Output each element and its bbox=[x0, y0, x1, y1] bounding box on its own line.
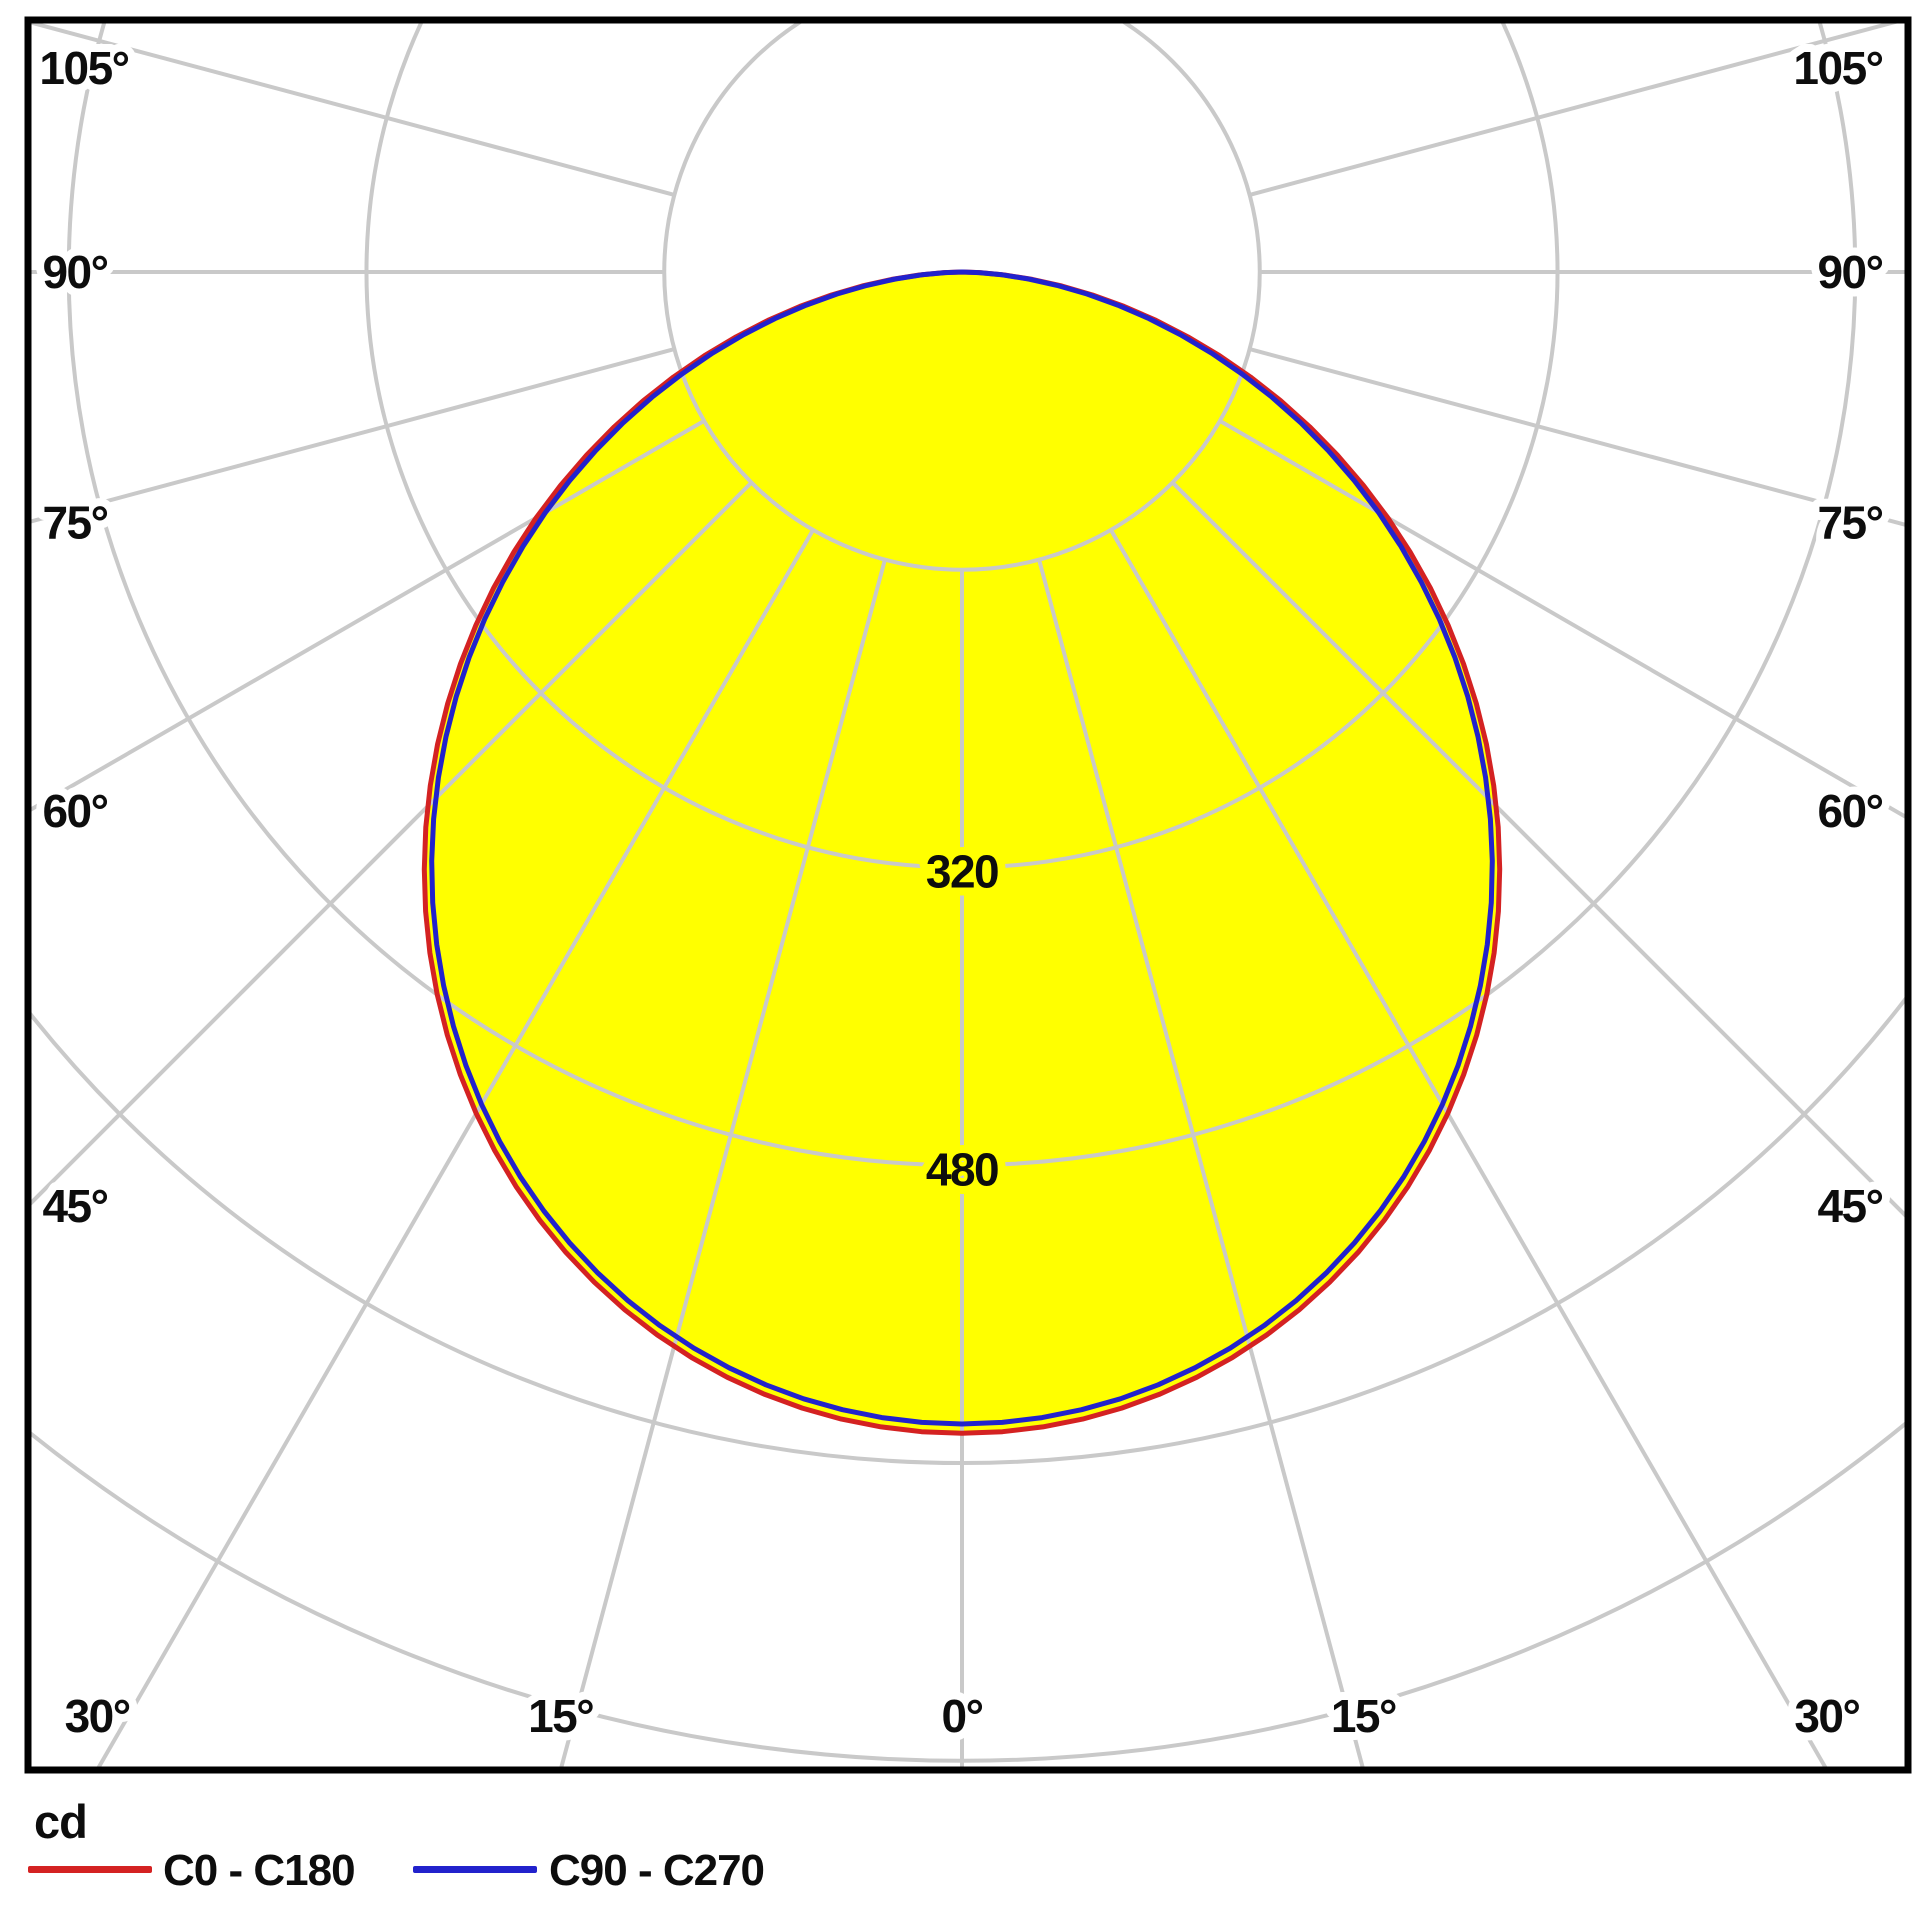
grid-ray-15deg-right bbox=[1037, 559, 1365, 1767]
legend-item-c0-c180: C0 - C180 bbox=[163, 1846, 356, 1895]
grid-ray-30deg-right bbox=[1109, 528, 1828, 1767]
angle-label-105-right: 105° bbox=[1793, 42, 1882, 94]
legend: cd C0 - C180 C90 - C270 bbox=[0, 1786, 1920, 1920]
grid-ray-105deg-left bbox=[31, 23, 675, 197]
grid-ray-75deg-left bbox=[31, 347, 675, 524]
angle-label-75-right: 75° bbox=[1817, 496, 1882, 548]
grid-ray-60deg-right bbox=[1218, 419, 1905, 819]
angle-label-45-right: 45° bbox=[1817, 1180, 1882, 1232]
angle-label-90-right: 90° bbox=[1817, 246, 1882, 298]
legend-item-c90-c270: C90 - C270 bbox=[549, 1846, 765, 1895]
angle-label-45-left: 45° bbox=[42, 1180, 107, 1232]
curve-c0-c180 bbox=[421, 269, 1503, 1436]
grid-ray-75deg-right bbox=[1249, 347, 1905, 527]
radial-tick-label-480cd: 480 bbox=[926, 1143, 998, 1195]
grid-ray-30deg-left bbox=[96, 528, 815, 1767]
grid-ray-105deg-right bbox=[1249, 23, 1898, 197]
angle-label-60-right: 60° bbox=[1817, 785, 1882, 837]
plot-frame bbox=[24, 16, 1912, 1774]
radial-tick-label-320cd: 320 bbox=[926, 846, 998, 898]
angle-label-105-left: 105° bbox=[39, 42, 128, 94]
curve-c90-c270 bbox=[429, 269, 1495, 1427]
angle-label-0-bottom: 0° bbox=[942, 1690, 983, 1742]
grid-ray-45deg-left bbox=[31, 481, 753, 1206]
angle-label-90-left: 90° bbox=[42, 246, 107, 298]
legend-swatch-c0-c180 bbox=[28, 1866, 152, 1873]
legend-units-label: cd bbox=[34, 1795, 88, 1848]
angle-label-15-left-bottom: 15° bbox=[528, 1690, 593, 1742]
angle-label-30-left-bottom: 30° bbox=[65, 1690, 130, 1742]
angle-label-75-left: 75° bbox=[42, 496, 107, 548]
angle-label-60-left: 60° bbox=[42, 785, 107, 837]
angle-label-15-right-bottom: 15° bbox=[1331, 1690, 1396, 1742]
legend-swatch-c90-c270 bbox=[413, 1866, 537, 1873]
grid-ray-45deg-right bbox=[1171, 481, 1905, 1218]
grid-ray-15deg-left bbox=[559, 559, 887, 1767]
angle-label-30-right-bottom: 30° bbox=[1794, 1690, 1859, 1742]
grid-ray-60deg-left bbox=[31, 419, 706, 812]
